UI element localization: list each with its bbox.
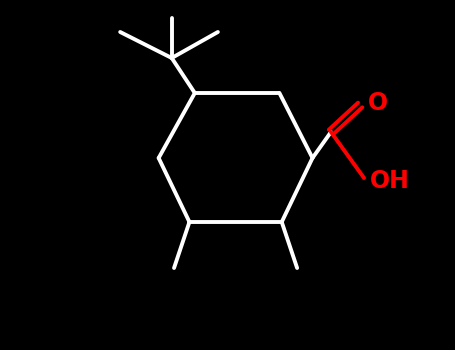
Text: O: O (368, 91, 388, 115)
Text: OH: OH (370, 169, 410, 193)
